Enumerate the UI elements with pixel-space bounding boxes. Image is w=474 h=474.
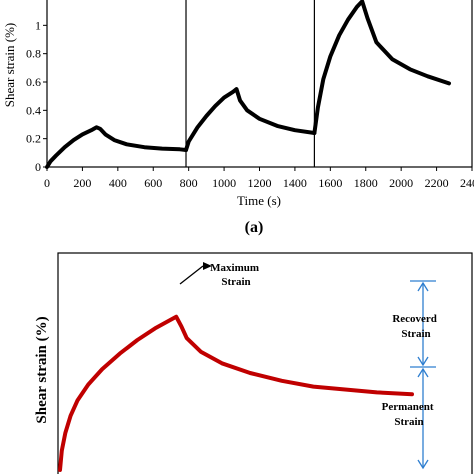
panel-a-plot-frame bbox=[46, 0, 473, 168]
x-tick-label: 2200 bbox=[425, 176, 449, 190]
panel-a-x-ticks: 0 200 400 600 800 1000 1200 1400 1600 1800 2000 220… bbox=[44, 167, 474, 190]
creep-recovery-line-3 bbox=[312, 0, 451, 135]
x-tick-label: 600 bbox=[144, 176, 162, 190]
permanent-strain-label: Permanent Strain bbox=[382, 401, 437, 428]
maximum-strain-arrowhead-icon bbox=[203, 262, 212, 270]
x-tick-label: 0 bbox=[44, 176, 50, 190]
maximum-strain-label: Maximum Strain bbox=[210, 262, 262, 288]
x-tick-label: 800 bbox=[180, 176, 198, 190]
x-tick-label: 1400 bbox=[283, 176, 307, 190]
permanent-arrow-up-icon bbox=[417, 367, 429, 378]
y-tick-label: 0.4 bbox=[26, 103, 41, 117]
x-tick-label: 1600 bbox=[318, 176, 342, 190]
creep-recovery-curve bbox=[58, 314, 414, 472]
panel-a: 0 0.2 0.4 0.6 0.8 1 0 200 400 600 800 1000 1200 1400… bbox=[2, 0, 474, 236]
panel-a-y-ticks: 0 0.2 0.4 0.6 0.8 1 bbox=[26, 18, 47, 174]
y-tick-label: 0 bbox=[35, 160, 41, 174]
x-tick-label: 400 bbox=[109, 176, 127, 190]
x-tick-label: 1000 bbox=[212, 176, 236, 190]
x-tick-label: 1800 bbox=[354, 176, 378, 190]
panel-b-series bbox=[58, 314, 414, 472]
panel-a-series bbox=[45, 0, 451, 169]
panel-a-x-axis-label: Time (s) bbox=[237, 193, 281, 208]
permanent-arrow-down-icon bbox=[417, 459, 429, 470]
creep-recovery-line-2 bbox=[184, 87, 317, 152]
creep-recovery-line-1 bbox=[45, 125, 188, 169]
recovered-arrow-up-icon bbox=[417, 281, 429, 292]
x-tick-label: 200 bbox=[73, 176, 91, 190]
x-tick-label: 2000 bbox=[389, 176, 413, 190]
panel-b-plot-frame bbox=[57, 252, 473, 474]
y-tick-label: 0.6 bbox=[26, 75, 41, 89]
y-tick-label: 1 bbox=[35, 18, 41, 32]
recovered-strain-label: Recoverd Strain bbox=[392, 313, 439, 340]
panel-b-y-axis-label: Shear strain (%) bbox=[34, 316, 50, 423]
recovered-arrow-down-icon bbox=[417, 356, 429, 367]
panel-a-test-dividers bbox=[185, 0, 315, 167]
panel-a-y-axis-label: Shear strain (%) bbox=[2, 23, 17, 107]
maximum-strain-arrow bbox=[179, 265, 204, 285]
x-tick-label: 2400 bbox=[460, 176, 474, 190]
y-tick-label: 0.2 bbox=[26, 132, 41, 146]
panel-a-label: (a) bbox=[245, 219, 264, 236]
x-tick-label: 1200 bbox=[248, 176, 272, 190]
panel-b: Shear strain (%) Maximum Strain Recoverd… bbox=[34, 252, 473, 474]
y-tick-label: 0.8 bbox=[26, 47, 41, 61]
